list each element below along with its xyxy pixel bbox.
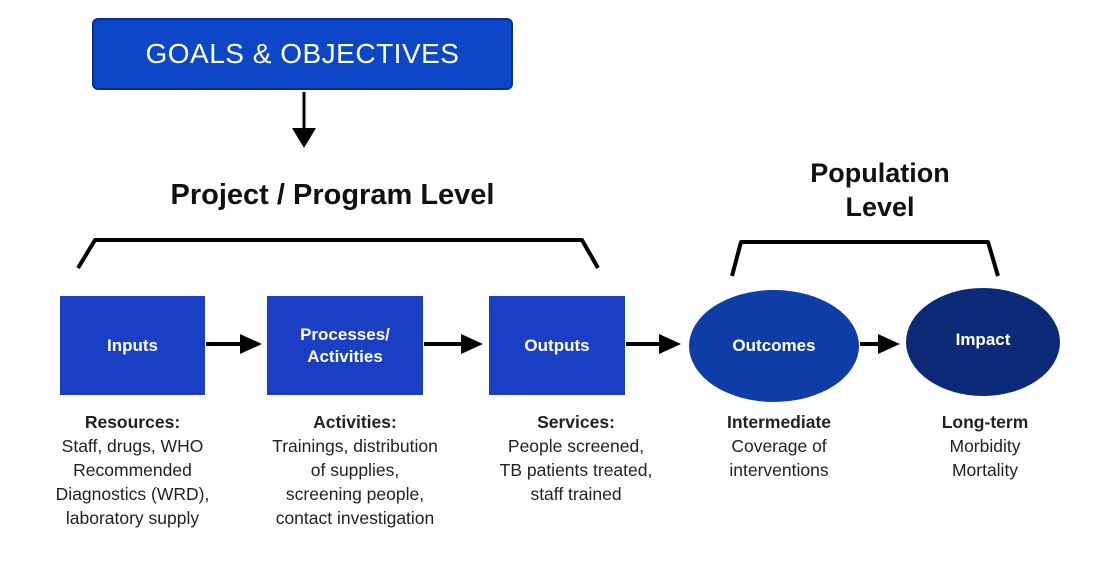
activities-body: Trainings, distribution of supplies, scr… [272,436,438,528]
impact-oval: Impact [906,288,1060,396]
services-caption: Services: People screened, TB patients t… [465,410,687,506]
resources-body: Staff, drugs, WHO Recommended Diagnostic… [55,436,210,528]
down-arrow-icon [292,92,316,148]
processes-activities-box: Processes/ Activities [267,296,423,395]
intermediate-caption: Intermediate Coverage of interventions [690,410,868,482]
project-level-heading: Project / Program Level [170,179,495,211]
intermediate-body: Coverage of interventions [729,436,829,480]
processes-label: Processes/ Activities [300,324,390,366]
longterm-body: Morbidity Mortality [949,436,1021,480]
population-level-heading: Population Level [810,158,950,222]
services-body: People screened, TB patients treated, st… [499,436,653,504]
outputs-box: Outputs [489,296,625,395]
inputs-box: Inputs [60,296,205,395]
arrow-processes-outputs-icon [424,334,483,354]
arrow-outcomes-impact-icon [860,334,900,354]
activities-caption: Activities: Trainings, distribution of s… [240,410,470,530]
goals-label: GOALS & OBJECTIVES [145,38,460,69]
outputs-label: Outputs [524,335,590,355]
population-bracket-icon [730,240,1000,277]
resources-title: Resources: [84,412,181,432]
arrow-outputs-outcomes-icon [626,334,681,354]
impact-label: Impact [955,330,1011,349]
inputs-label: Inputs [107,335,158,355]
outcomes-label: Outcomes [732,336,816,355]
project-bracket-icon [76,238,600,270]
intermediate-title: Intermediate [726,412,832,432]
goals-objectives-box: GOALS & OBJECTIVES [92,18,513,90]
longterm-caption: Long-term Morbidity Mortality [905,410,1065,482]
activities-title: Activities: [313,412,397,432]
resources-caption: Resources: Staff, drugs, WHO Recommended… [30,410,235,530]
arrow-inputs-processes-icon [206,334,262,354]
services-title: Services: [537,412,615,432]
outcomes-oval: Outcomes [689,290,859,402]
longterm-title: Long-term [941,412,1029,432]
